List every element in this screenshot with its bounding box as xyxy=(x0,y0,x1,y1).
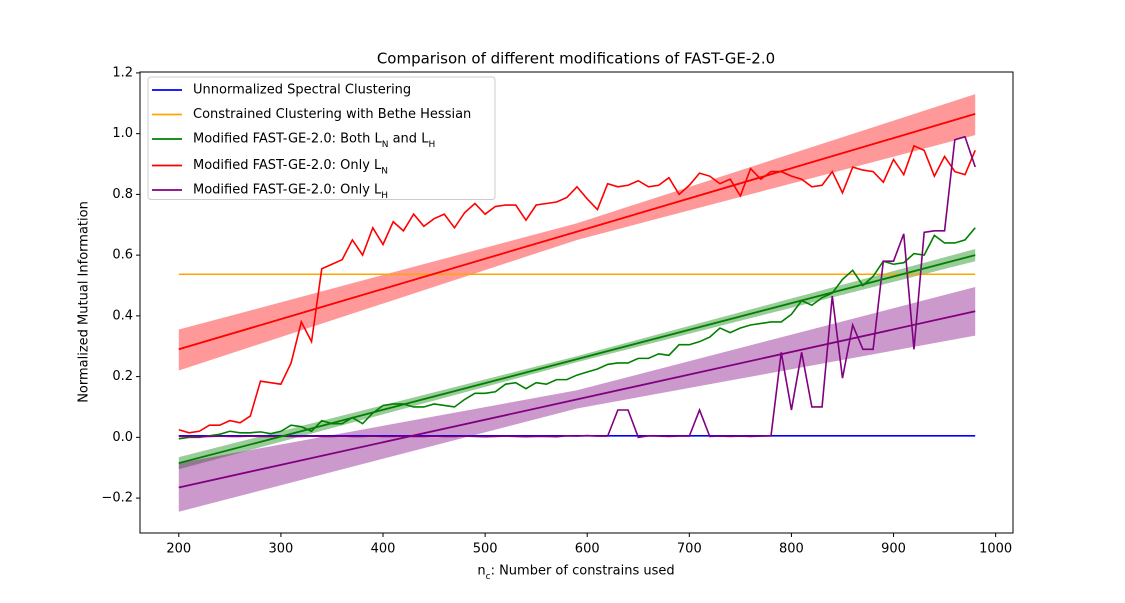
fit-line xyxy=(178,254,976,465)
series-line xyxy=(178,144,976,434)
legend-box xyxy=(147,76,496,200)
y-tick-label: 0.2 xyxy=(112,369,133,384)
y-tick-label: 0.6 xyxy=(112,248,133,263)
y-tick-label: 0.0 xyxy=(112,430,133,445)
fit-line xyxy=(178,113,976,351)
x-tick-label: 700 xyxy=(677,542,702,557)
chart-title: Comparison of different modifications of… xyxy=(377,50,775,68)
x-tick-label: 500 xyxy=(473,542,498,557)
legend-label: Unnormalized Spectral Clustering xyxy=(193,83,411,98)
x-axis-label: nc: Number of constrains used xyxy=(477,564,674,582)
plot-area xyxy=(178,94,976,512)
y-tick-label: 0.4 xyxy=(112,308,133,323)
x-tick-label: 200 xyxy=(166,542,191,557)
legend-label: Modified FAST-GE-2.0: Both LN and LH xyxy=(193,132,435,150)
y-tick-label: −0.2 xyxy=(101,491,133,506)
x-tick-label: 1000 xyxy=(979,542,1012,557)
y-tick-label: 1.0 xyxy=(112,126,133,141)
x-tick-label: 600 xyxy=(575,542,600,557)
fit-line xyxy=(178,310,976,489)
legend-label: Modified FAST-GE-2.0: Only LN xyxy=(193,158,388,176)
x-tick-label: 900 xyxy=(881,542,906,557)
x-tick-label: 300 xyxy=(268,542,293,557)
y-tick-label: 1.2 xyxy=(112,65,133,80)
legend-label: Modified FAST-GE-2.0: Only LH xyxy=(193,183,388,201)
legend-label: Constrained Clustering with Bethe Hessia… xyxy=(193,107,471,122)
x-tick-label: 400 xyxy=(371,542,396,557)
x-tick-label: 800 xyxy=(779,542,804,557)
plot-frame xyxy=(139,71,1014,534)
series-line xyxy=(178,135,976,439)
y-axis-label: Normalized Mutual Information xyxy=(77,201,92,403)
y-tick-label: 0.8 xyxy=(112,187,133,202)
series-line xyxy=(178,227,976,440)
